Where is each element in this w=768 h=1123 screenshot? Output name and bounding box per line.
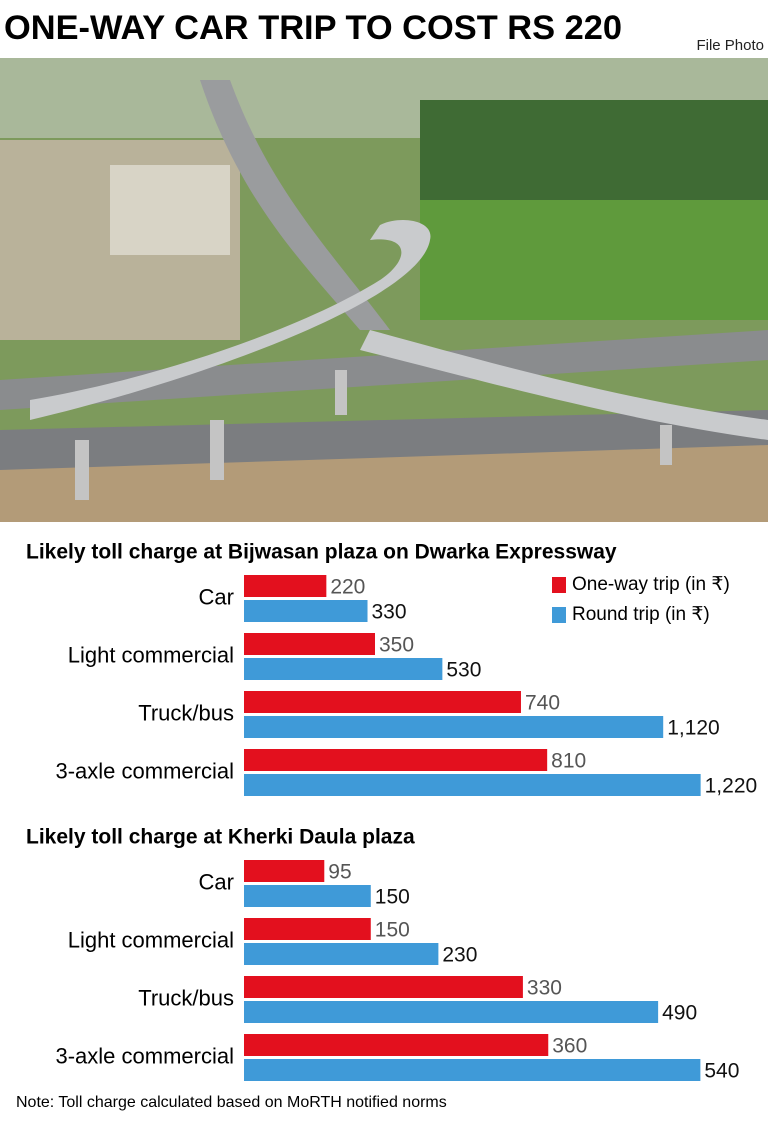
value-label: 150 [375, 886, 410, 909]
category-label: Truck/bus [138, 700, 234, 725]
value-label: 740 [525, 692, 560, 715]
value-label: 540 [704, 1060, 739, 1083]
value-label: 95 [328, 861, 351, 884]
value-label: 1,220 [705, 775, 758, 798]
category-label: Light commercial [68, 642, 234, 667]
value-label: 150 [375, 919, 410, 942]
value-label: 360 [552, 1035, 587, 1058]
bar [244, 749, 548, 771]
photo-credit: File Photo [696, 37, 764, 54]
bar [244, 658, 443, 680]
value-label: 490 [662, 1002, 697, 1025]
bar [244, 774, 701, 796]
footnote: Note: Toll charge calculated based on Mo… [16, 1094, 447, 1111]
value-label: 220 [330, 576, 365, 599]
value-label: 1,120 [667, 717, 720, 740]
chart-title: Likely toll charge at Bijwasan plaza on … [26, 541, 617, 564]
chart-title: Likely toll charge at Kherki Daula plaza [26, 826, 415, 849]
legend-swatch [552, 607, 566, 623]
category-label: Light commercial [68, 927, 234, 952]
bar [244, 716, 664, 738]
category-label: 3-axle commercial [56, 1043, 235, 1068]
value-label: 810 [551, 750, 586, 773]
bar [244, 575, 327, 597]
bar [244, 860, 325, 882]
value-label: 330 [372, 601, 407, 624]
bar [244, 943, 439, 965]
bar [244, 1001, 659, 1023]
bar [244, 633, 375, 655]
value-label: 530 [446, 659, 481, 682]
legend-swatch [552, 577, 566, 593]
category-label: 3-axle commercial [56, 758, 235, 783]
bar [244, 976, 523, 998]
value-label: 350 [379, 634, 414, 657]
bar [244, 691, 521, 713]
category-label: Car [199, 869, 234, 894]
bar [244, 1034, 549, 1056]
bar [244, 918, 371, 940]
value-label: 230 [442, 944, 477, 967]
bar [244, 885, 371, 907]
legend-label: Round trip (in ₹) [572, 604, 710, 625]
photo [0, 58, 768, 522]
category-label: Truck/bus [138, 985, 234, 1010]
headline: ONE-WAY CAR TRIP TO COST RS 220 [4, 9, 622, 47]
value-label: 330 [527, 977, 562, 1000]
bar [244, 1059, 701, 1081]
bar [244, 600, 368, 622]
category-label: Car [199, 584, 234, 609]
legend-label: One-way trip (in ₹) [572, 574, 730, 595]
